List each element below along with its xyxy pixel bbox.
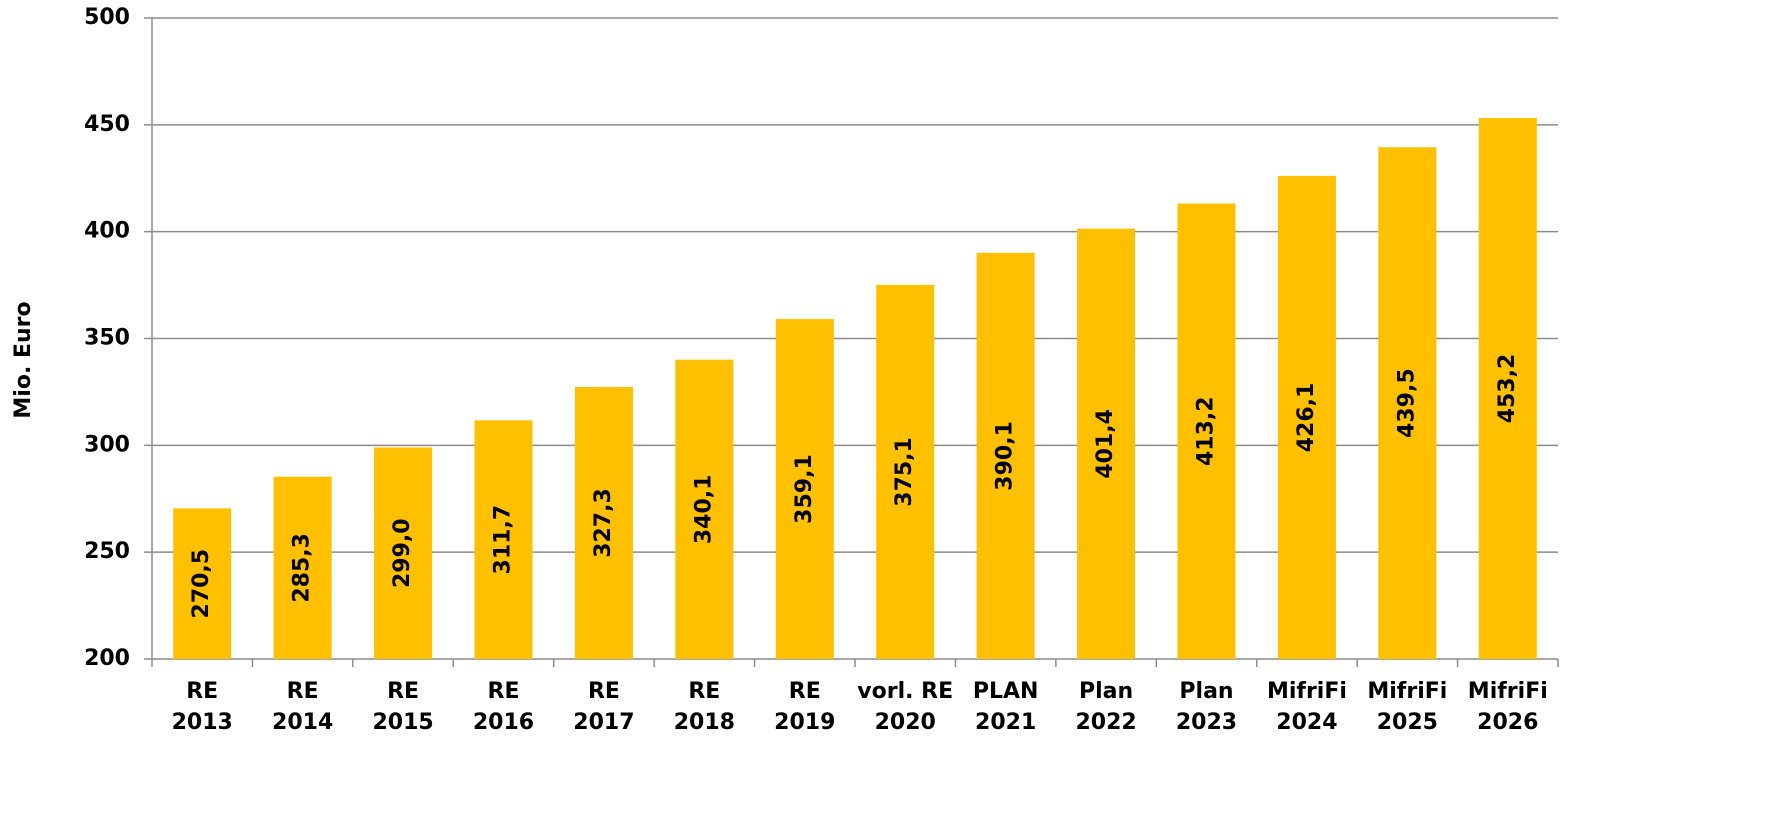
x-tick-label: 2026: [1477, 710, 1538, 735]
value-label: 375,1: [892, 437, 917, 507]
x-tick-label: RE: [588, 679, 620, 704]
x-tick-label: 2020: [875, 710, 936, 735]
y-tick-label: 450: [84, 112, 130, 137]
y-tick-label: 300: [84, 432, 130, 457]
x-tick-label: MifriFi: [1367, 679, 1447, 704]
value-label: 359,1: [792, 454, 817, 524]
y-tick-label: 250: [84, 539, 130, 564]
x-tick-label: PLAN: [973, 679, 1039, 704]
bar: [1378, 147, 1437, 660]
x-tick-label: RE: [688, 679, 720, 704]
x-tick-label: RE: [789, 679, 821, 704]
bar: [574, 387, 633, 659]
x-tick-label: RE: [186, 679, 218, 704]
value-label: 426,1: [1294, 383, 1319, 453]
bar: [775, 319, 834, 659]
bar: [374, 447, 433, 659]
value-label: 401,4: [1093, 409, 1118, 479]
x-tick-label: 2016: [473, 710, 534, 735]
x-tick-label: 2025: [1377, 710, 1438, 735]
value-label: 311,7: [491, 505, 516, 575]
y-tick-label: 500: [84, 5, 130, 30]
x-tick-label: 2023: [1176, 710, 1237, 735]
x-tick-label: MifriFi: [1267, 679, 1347, 704]
bar: [876, 284, 935, 659]
x-tick-label: 2013: [172, 710, 233, 735]
value-label: 299,0: [390, 518, 415, 588]
x-tick-label: RE: [387, 679, 419, 704]
bar: [976, 252, 1035, 659]
x-tick-label: 2024: [1276, 710, 1337, 735]
bar: [273, 476, 332, 659]
value-label: 340,1: [691, 475, 716, 545]
value-label: 439,5: [1394, 368, 1419, 438]
x-tick-label: 2022: [1075, 710, 1136, 735]
bar: [1277, 175, 1336, 660]
y-axis-label: Mio. Euro: [11, 301, 36, 418]
bar: [474, 420, 533, 659]
value-label: 453,2: [1495, 354, 1520, 424]
value-label: 270,5: [189, 549, 214, 619]
value-label: 327,3: [591, 488, 616, 558]
y-tick-label: 400: [84, 219, 130, 244]
y-tick-label: 200: [84, 646, 130, 671]
x-tick-label: Plan: [1079, 679, 1133, 704]
y-tick-label: 350: [84, 326, 130, 351]
bar: [173, 508, 232, 659]
bar: [1077, 228, 1136, 659]
x-tick-label: Plan: [1179, 679, 1233, 704]
value-label: 285,3: [290, 533, 315, 603]
x-tick-label: 2014: [272, 710, 333, 735]
x-tick-label: RE: [287, 679, 319, 704]
x-tick-label: 2017: [573, 710, 634, 735]
value-label: 413,2: [1194, 396, 1219, 466]
value-label: 390,1: [993, 421, 1018, 491]
x-tick-label: 2018: [674, 710, 735, 735]
x-tick-label: RE: [488, 679, 520, 704]
x-tick-label: 2021: [975, 710, 1036, 735]
x-tick-label: MifriFi: [1468, 679, 1548, 704]
x-tick-label: 2019: [774, 710, 835, 735]
bar: [1177, 203, 1236, 660]
x-tick-label: vorl. RE: [857, 679, 953, 704]
x-tick-label: 2015: [372, 710, 433, 735]
bar: [1478, 117, 1537, 660]
bar: [675, 359, 734, 659]
